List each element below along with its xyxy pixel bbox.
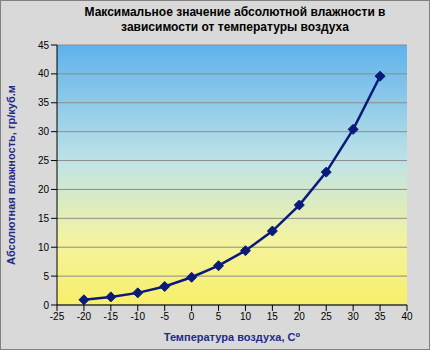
svg-text:-25: -25 [50,311,65,322]
html-text:Максимальное значение абсолютн: Максимальное значение абсолютной влажнос… [84,5,386,34]
svg-text:35: 35 [375,311,387,322]
svg-text:10: 10 [240,311,252,322]
svg-text:-10: -10 [131,311,146,322]
svg-text:-20: -20 [77,311,92,322]
svg-text:-5: -5 [160,311,169,322]
svg-text:30: 30 [348,311,360,322]
svg-text:5: 5 [43,271,49,282]
svg-text:-15: -15 [104,311,119,322]
svg-text:Температура воздуха, С⁰: Температура воздуха, С⁰ [164,331,301,343]
svg-text:25: 25 [321,311,333,322]
svg-text:30: 30 [38,126,50,137]
svg-text:45: 45 [38,40,50,51]
svg-text:40: 40 [401,311,413,322]
svg-text:40: 40 [38,68,50,79]
svg-text:0: 0 [189,311,195,322]
svg-text:20: 20 [38,184,50,195]
svg-text:0: 0 [43,300,49,311]
svg-text:15: 15 [38,213,50,224]
svg-text:Абсолютная влажность, гр/куб.м: Абсолютная влажность, гр/куб.м [8,85,17,265]
svg-text:25: 25 [38,155,50,166]
svg-text:20: 20 [294,311,306,322]
svg-text:35: 35 [38,97,50,108]
svg-text:10: 10 [38,242,50,253]
svg-text:15: 15 [267,311,279,322]
svg-text:5: 5 [216,311,222,322]
